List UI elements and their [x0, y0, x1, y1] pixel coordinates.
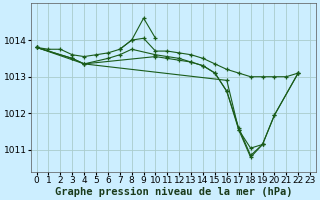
- X-axis label: Graphe pression niveau de la mer (hPa): Graphe pression niveau de la mer (hPa): [55, 186, 292, 197]
